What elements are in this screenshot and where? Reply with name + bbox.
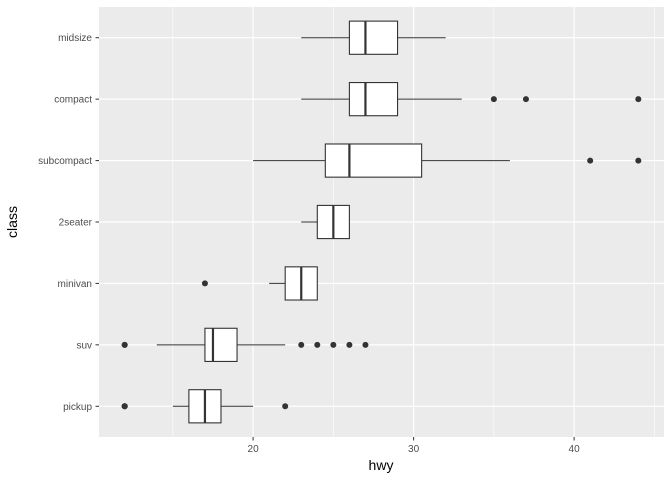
outlier-point <box>490 96 497 103</box>
outlier-point <box>635 157 642 164</box>
y-tick-label: subcompact <box>38 156 92 167</box>
boxes-layer <box>121 20 642 424</box>
outlier-point <box>330 341 337 348</box>
outlier-point <box>587 157 594 164</box>
box-suv <box>121 327 369 362</box>
outlier-point <box>121 341 128 348</box>
outlier-point <box>201 280 208 287</box>
box-compact <box>301 82 642 117</box>
outlier-point <box>635 96 642 103</box>
y-axis: pickup suv minivan 2seater subcompact compact… <box>38 33 99 413</box>
box-iqr <box>204 327 238 362</box>
y-axis-title: class <box>4 206 20 238</box>
outlier-point <box>298 341 305 348</box>
outlier-point <box>362 341 369 348</box>
box-pickup <box>121 389 289 424</box>
outlier-point <box>522 96 529 103</box>
x-tick-label: 40 <box>569 444 581 455</box>
outlier-point <box>121 403 128 410</box>
box-minivan <box>201 266 318 301</box>
outlier-point <box>282 403 289 410</box>
box-subcompact <box>253 143 642 178</box>
box-iqr <box>348 82 399 117</box>
box-iqr <box>348 20 399 55</box>
y-tick-label: suv <box>76 340 92 351</box>
box-2seater <box>301 204 350 240</box>
box-midsize <box>301 20 446 55</box>
y-tick-label: pickup <box>63 402 92 413</box>
box-iqr <box>324 143 423 178</box>
y-tick-label: compact <box>54 95 92 106</box>
y-tick-label: minivan <box>58 279 92 290</box>
x-tick-label: 20 <box>248 444 260 455</box>
x-axis-title: hwy <box>369 457 394 473</box>
outlier-point <box>314 341 321 348</box>
y-tick-label: 2seater <box>59 218 93 229</box>
x-tick-label: 30 <box>408 444 420 455</box>
outlier-point <box>346 341 353 348</box>
x-axis: 20 30 40 <box>248 437 581 455</box>
y-tick-label: midsize <box>58 33 92 44</box>
